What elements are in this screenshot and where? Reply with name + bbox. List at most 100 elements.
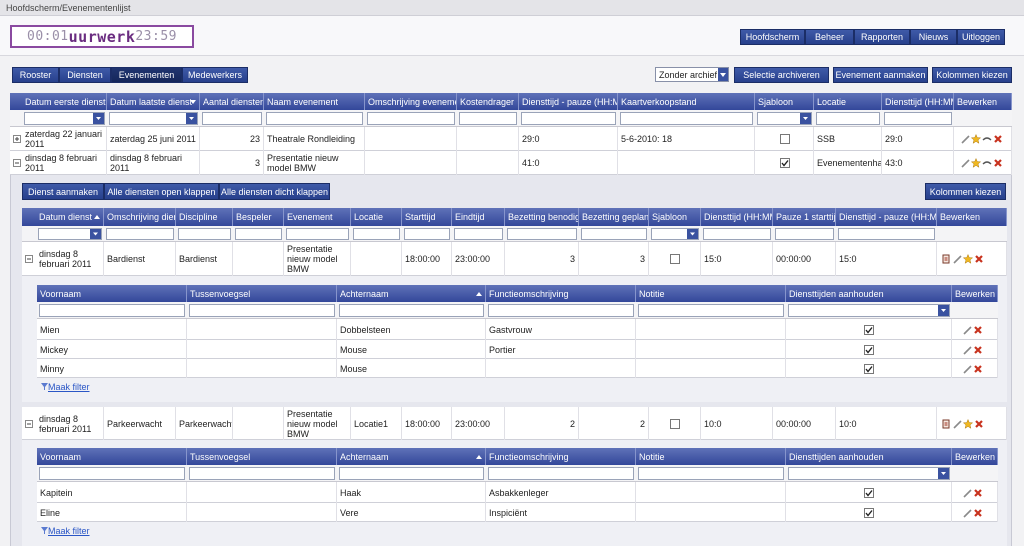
- action-button[interactable]: Evenement aanmaken: [833, 67, 928, 83]
- checkbox[interactable]: [864, 507, 874, 518]
- edit-icon[interactable]: [962, 345, 972, 355]
- filter-input[interactable]: [39, 304, 185, 317]
- column-header[interactable]: Kostendrager: [457, 93, 519, 110]
- collapse-toggle[interactable]: [25, 419, 33, 428]
- delete-icon[interactable]: [993, 134, 1003, 144]
- filter-input[interactable]: [404, 228, 450, 240]
- edit-icon[interactable]: [962, 364, 972, 374]
- delete-icon[interactable]: [993, 158, 1003, 168]
- checkbox[interactable]: [864, 324, 874, 335]
- column-header[interactable]: Eindtijd: [452, 208, 505, 226]
- filter-input[interactable]: [178, 228, 231, 240]
- tab[interactable]: Diensten: [59, 67, 111, 83]
- column-header[interactable]: Evenement: [284, 208, 351, 226]
- column-header[interactable]: Kaartverkoopstand: [618, 93, 755, 110]
- column-header[interactable]: Bewerken: [952, 285, 998, 302]
- filter-input[interactable]: [189, 467, 335, 480]
- column-header[interactable]: Datum laatste dienst: [107, 93, 200, 110]
- column-header[interactable]: Aantal diensten: [200, 93, 264, 110]
- column-header[interactable]: Functieomschrijving: [486, 285, 636, 302]
- column-header[interactable]: Datum dienst: [36, 208, 104, 226]
- filter-select[interactable]: [38, 228, 102, 240]
- filter-input[interactable]: [816, 112, 880, 125]
- column-header[interactable]: Bezetting benodigd: [505, 208, 579, 226]
- filter-input[interactable]: [106, 228, 174, 240]
- column-header[interactable]: Datum eerste dienst: [22, 93, 107, 110]
- unlink-icon[interactable]: [982, 158, 992, 168]
- filter-select[interactable]: [24, 112, 105, 125]
- filter-input[interactable]: [581, 228, 647, 240]
- filter-link[interactable]: Maak filter: [48, 382, 108, 392]
- sub-action-button[interactable]: Alle diensten open klappen: [104, 183, 219, 200]
- filter-input[interactable]: [838, 228, 935, 240]
- filter-input[interactable]: [202, 112, 262, 125]
- column-header[interactable]: Locatie: [814, 93, 882, 110]
- delete-icon[interactable]: [973, 508, 983, 518]
- nav-button[interactable]: Nieuws: [910, 29, 957, 45]
- expand-toggle[interactable]: [13, 135, 21, 143]
- filter-input[interactable]: [638, 467, 784, 480]
- filter-input[interactable]: [454, 228, 503, 240]
- filter-input[interactable]: [507, 228, 577, 240]
- sub-action-button[interactable]: Dienst aanmaken: [22, 183, 104, 200]
- filter-dropdown-arrow[interactable]: [90, 229, 101, 239]
- column-header[interactable]: Pauze 1 starttijd: [773, 208, 836, 226]
- checkbox[interactable]: [779, 134, 790, 144]
- column-header[interactable]: Sjabloon: [649, 208, 701, 226]
- action-button[interactable]: Selectie archiveren: [734, 67, 829, 83]
- edit-icon[interactable]: [952, 254, 962, 264]
- delete-icon[interactable]: [973, 325, 983, 335]
- tab[interactable]: Evenementen: [111, 67, 182, 83]
- filter-input[interactable]: [775, 228, 834, 240]
- edit-icon[interactable]: [960, 158, 970, 168]
- checkbox[interactable]: [779, 158, 790, 168]
- checkbox[interactable]: [670, 254, 680, 264]
- delete-icon[interactable]: [973, 488, 983, 498]
- column-header[interactable]: Bespeler: [233, 208, 284, 226]
- column-header[interactable]: Discipline: [176, 208, 233, 226]
- filter-input[interactable]: [620, 112, 753, 125]
- filter-input[interactable]: [266, 112, 363, 125]
- column-header[interactable]: Voornaam: [37, 285, 187, 302]
- filter-input[interactable]: [459, 112, 517, 125]
- column-header[interactable]: Notitie: [636, 448, 786, 465]
- logo[interactable]: 00:01 uurwerk 23:59: [10, 25, 194, 48]
- column-header[interactable]: Diensttijden aanhouden: [786, 285, 952, 302]
- column-header[interactable]: Diensttijd - pauze (HH:MM): [519, 93, 618, 110]
- filter-input[interactable]: [521, 112, 616, 125]
- column-header[interactable]: Bewerken: [952, 448, 998, 465]
- column-header[interactable]: Sjabloon: [755, 93, 814, 110]
- tab[interactable]: Rooster: [12, 67, 59, 83]
- filter-input[interactable]: [339, 467, 484, 480]
- unlink-icon[interactable]: [982, 134, 992, 144]
- edit-icon[interactable]: [960, 134, 970, 144]
- filter-select[interactable]: [788, 467, 950, 480]
- filter-input[interactable]: [367, 112, 455, 125]
- column-header[interactable]: Diensttijd (HH:MM): [882, 93, 954, 110]
- collapse-toggle[interactable]: [13, 159, 21, 167]
- report-icon[interactable]: [941, 419, 951, 429]
- filter-select[interactable]: [109, 112, 198, 125]
- filter-input[interactable]: [286, 228, 349, 240]
- archive-select[interactable]: Zonder archief: [655, 67, 729, 82]
- column-header[interactable]: Bewerken: [937, 208, 1007, 226]
- report-icon[interactable]: [941, 254, 951, 264]
- nav-button[interactable]: Rapporten: [854, 29, 910, 45]
- filter-dropdown-arrow[interactable]: [938, 468, 949, 479]
- column-header[interactable]: Achternaam: [337, 285, 486, 302]
- column-header[interactable]: Diensttijden aanhouden: [786, 448, 952, 465]
- column-header[interactable]: Diensttijd - pauze (HH:MM): [836, 208, 937, 226]
- filter-input[interactable]: [39, 467, 185, 480]
- filter-dropdown-arrow[interactable]: [938, 305, 949, 316]
- filter-input[interactable]: [339, 304, 484, 317]
- filter-dropdown-arrow[interactable]: [800, 113, 811, 124]
- edit-icon[interactable]: [962, 508, 972, 518]
- filter-input[interactable]: [703, 228, 771, 240]
- filter-input[interactable]: [235, 228, 282, 240]
- filter-input[interactable]: [638, 304, 784, 317]
- delete-icon[interactable]: [973, 345, 983, 355]
- checkbox[interactable]: [864, 363, 874, 374]
- column-header[interactable]: Tussenvoegsel: [187, 448, 337, 465]
- column-header[interactable]: Bezetting gepland: [579, 208, 649, 226]
- column-header[interactable]: Omschrijving dienst: [104, 208, 176, 226]
